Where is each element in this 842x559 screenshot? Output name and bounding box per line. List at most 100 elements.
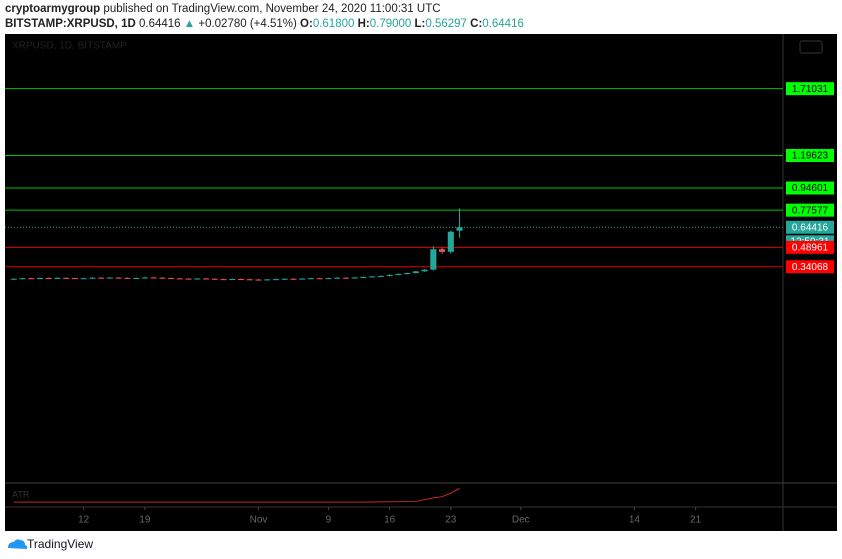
c-label: C: xyxy=(470,18,483,30)
candle-body xyxy=(281,278,288,280)
candle-body xyxy=(316,278,323,280)
candle-body xyxy=(98,277,105,279)
level-label-bg xyxy=(786,181,834,195)
candle-body xyxy=(10,278,17,280)
candle-body xyxy=(272,279,280,281)
candle-body xyxy=(150,277,157,279)
change: +0.02780 (+4.51%) xyxy=(198,18,297,30)
candle-body xyxy=(115,277,122,279)
x-tick-label: 14 xyxy=(629,515,641,526)
x-tick-label: Dec xyxy=(512,515,530,526)
level-label-bg xyxy=(786,220,834,234)
x-tick-label: 9 xyxy=(326,515,332,526)
level-label-bg xyxy=(786,240,834,254)
candle-body xyxy=(412,271,419,274)
candle-body xyxy=(211,278,218,280)
x-tick-label: 21 xyxy=(690,515,702,526)
low: 0.56297 xyxy=(425,18,467,30)
x-tick-label: 12 xyxy=(78,515,90,526)
candle-body xyxy=(439,249,446,252)
candle-body xyxy=(395,273,402,275)
level-label: 1.71031 xyxy=(792,84,829,95)
candle-body xyxy=(133,277,140,279)
candle-body xyxy=(447,231,454,252)
symbol-line: BITSTAMP:XRPUSD, 1D 0.64416 ▲ +0.02780 (… xyxy=(5,18,524,30)
candle-body xyxy=(194,278,201,280)
level-label: 0.64416 xyxy=(792,222,829,233)
arrow: ▲ xyxy=(183,18,196,30)
candle-body xyxy=(299,278,306,280)
level-label: 0.34068 xyxy=(792,262,829,273)
candle-body xyxy=(369,276,376,278)
candle-body xyxy=(124,277,131,279)
chart-bg xyxy=(5,34,837,531)
publish-line: cryptoarmygroup published on TradingView… xyxy=(5,3,441,15)
footer-logo xyxy=(8,539,28,549)
candle-body xyxy=(176,278,183,280)
level-label-bg xyxy=(786,203,834,217)
candle-body xyxy=(80,278,87,280)
candle-body xyxy=(28,278,35,280)
candle-body xyxy=(185,278,192,280)
candle-body xyxy=(334,277,341,279)
candle-body xyxy=(54,277,61,279)
candle-body xyxy=(202,278,210,280)
logo-icon xyxy=(8,539,28,549)
candle-body xyxy=(237,279,245,281)
candle-body xyxy=(264,279,271,281)
open: 0.61800 xyxy=(312,18,355,30)
author: cryptoarmygroup xyxy=(5,3,101,15)
last-price: 0.64416 xyxy=(138,18,181,30)
candle-body xyxy=(246,279,253,281)
watermark: XRPUSD, 1D, BITSTAMP xyxy=(12,41,127,52)
candle-body xyxy=(377,275,384,277)
candle-body xyxy=(307,278,315,280)
level-label-bg xyxy=(786,260,834,274)
candle-body xyxy=(342,277,349,279)
candle-body xyxy=(290,278,297,280)
candle-body xyxy=(255,279,262,281)
level-label: 0.77577 xyxy=(792,205,829,216)
settings-button[interactable] xyxy=(799,40,823,54)
candle-body xyxy=(106,277,113,279)
candle-body xyxy=(36,277,44,279)
footer-brand: TradingView xyxy=(27,537,93,551)
level-label-bg xyxy=(786,148,834,162)
published: published on TradingView.com, November 2… xyxy=(103,3,441,15)
h-label: H: xyxy=(357,18,370,30)
candle-body xyxy=(220,279,227,281)
level-label: 1.19623 xyxy=(792,151,829,162)
atr-label: ATR xyxy=(12,489,30,499)
x-tick-label: 23 xyxy=(445,515,457,526)
candle-body xyxy=(141,277,148,279)
candle-body xyxy=(404,273,411,275)
x-tick-label: 16 xyxy=(384,515,396,526)
candle-body xyxy=(386,274,393,276)
candle-body xyxy=(19,278,26,280)
candle-body xyxy=(89,277,96,279)
x-tick-label: Nov xyxy=(250,515,268,526)
candle-body xyxy=(45,277,52,279)
candle-body xyxy=(351,277,358,279)
level-label: 0.48961 xyxy=(792,242,829,253)
candle-body xyxy=(168,278,175,280)
level-label: 0.94601 xyxy=(792,183,829,194)
candle-body xyxy=(421,269,428,272)
candle-body xyxy=(430,249,437,270)
candle-body xyxy=(71,278,78,280)
o-label: O: xyxy=(300,18,313,30)
level-label-bg xyxy=(786,82,834,96)
high: 0.79000 xyxy=(369,18,412,30)
candle-body xyxy=(63,277,70,279)
candle-body xyxy=(229,279,236,281)
atr-line xyxy=(13,487,460,503)
l-label: L: xyxy=(414,18,426,30)
candle-body xyxy=(456,227,463,231)
candle-body xyxy=(159,277,166,279)
candle-body xyxy=(360,276,367,278)
x-tick-label: 19 xyxy=(139,515,151,526)
symbol: BITSTAMP:XRPUSD, 1D xyxy=(5,18,136,30)
candle-body xyxy=(325,278,332,280)
